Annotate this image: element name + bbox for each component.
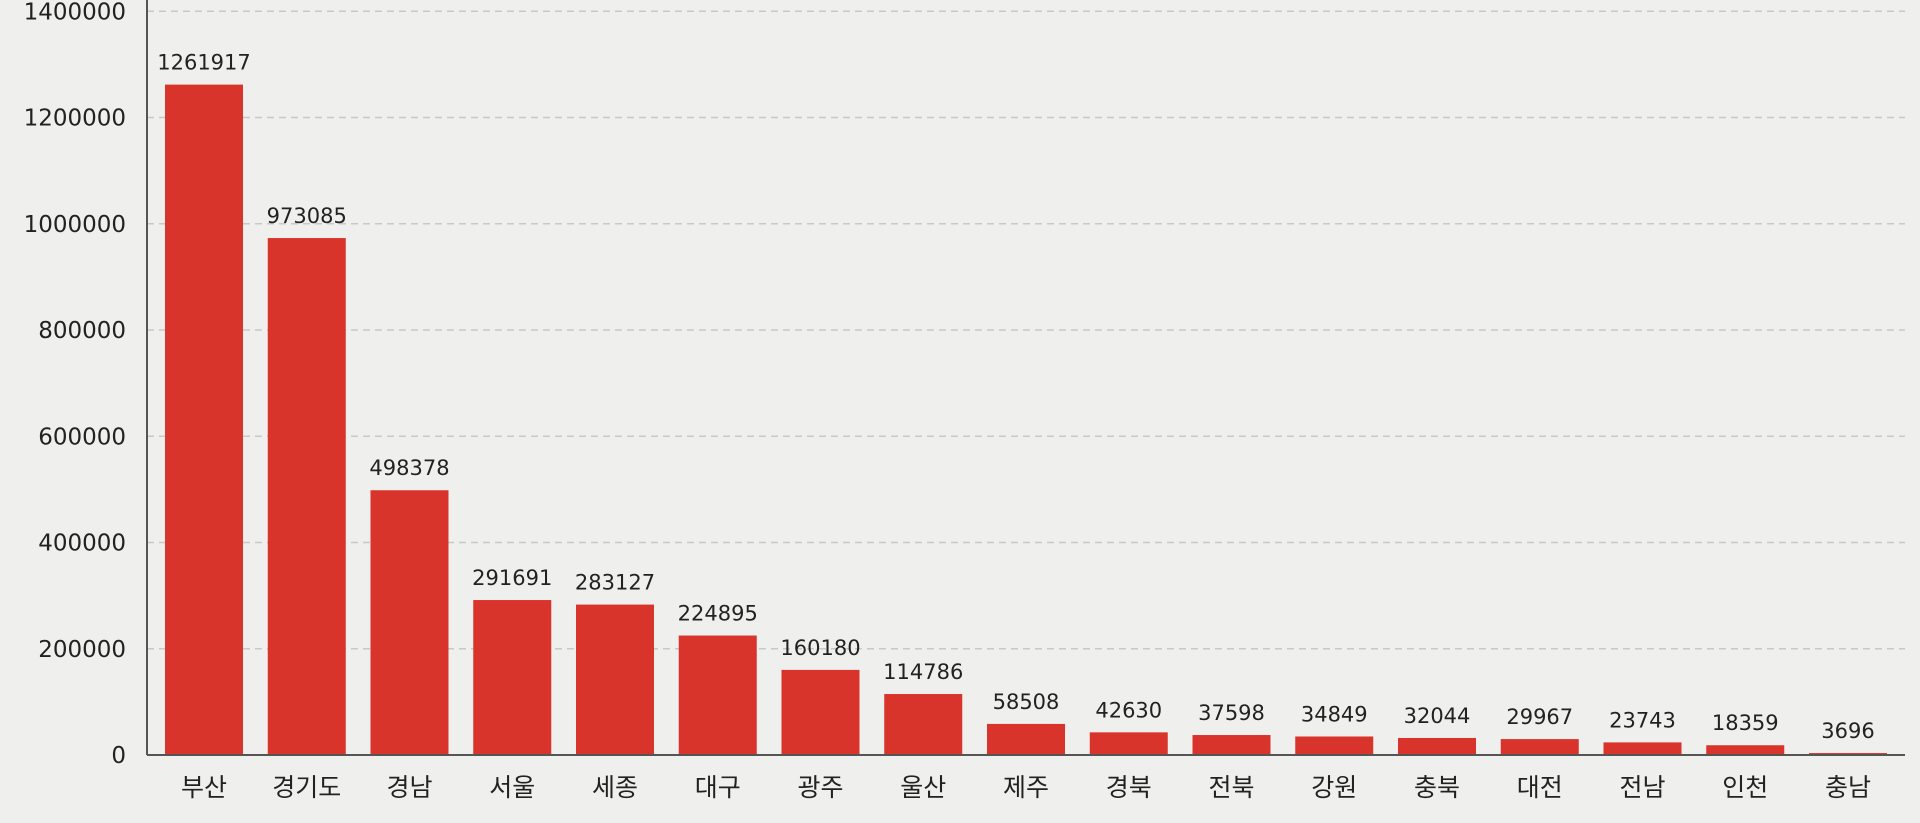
data-label: 32044 [1404,704,1471,728]
data-label: 37598 [1198,701,1265,725]
data-label: 224895 [678,602,758,626]
y-tick-label: 200000 [38,637,126,663]
bar-부산 [165,84,243,756]
y-tick-label: 1400000 [24,0,126,25]
x-tick-label: 대구 [695,773,741,802]
data-label: 160180 [780,636,860,660]
data-label: 114786 [883,660,963,684]
bar-광주 [781,669,860,755]
bar-울산 [884,694,963,755]
x-tick-label: 경남 [386,773,432,802]
bar-경북 [1089,732,1168,755]
bar-경기도 [267,238,346,756]
bars [165,84,1887,756]
bar-서울 [473,600,552,755]
data-label: 973085 [267,204,347,228]
x-tick-label: 제주 [1003,773,1049,802]
data-label: 498378 [369,456,449,480]
data-label: 29967 [1506,705,1573,729]
y-axis-ticks: 0 200000 400000 600000 800000 1000000 1200000 1… [24,0,126,769]
data-label: 23743 [1609,708,1676,732]
bar-대구 [678,635,757,755]
x-tick-label: 서울 [489,773,535,802]
y-tick-label: 400000 [38,531,126,557]
x-tick-label: 경기도 [272,773,341,802]
x-tick-label: 세종 [592,773,638,802]
data-label: 18359 [1712,711,1779,735]
bar-세종 [576,604,654,755]
x-tick-label: 울산 [900,773,946,802]
axes [146,0,1905,756]
bar-전북 [1192,735,1271,755]
bar-전남 [1603,742,1682,755]
y-tick-label: 1000000 [24,212,126,238]
data-label: 291691 [472,566,552,590]
bar-경남 [370,490,449,755]
x-tick-label: 충북 [1414,773,1460,802]
bar-강원 [1295,736,1374,755]
x-tick-label: 전북 [1208,773,1254,802]
y-tick-label: 0 [111,743,126,769]
data-label: 3696 [1821,719,1874,743]
data-labels: 1261917 973085 498378 291691 283127 224895 160… [157,51,1874,743]
y-tick-label: 600000 [38,424,126,450]
bar-인천 [1706,745,1785,755]
y-tick-label: 1200000 [24,106,126,132]
x-tick-label: 강원 [1311,773,1357,802]
bar-제주 [987,723,1065,755]
y-tick-label: 800000 [38,318,126,344]
x-tick-label: 충남 [1825,773,1871,802]
x-tick-label: 전남 [1619,773,1665,802]
x-tick-label: 광주 [797,773,843,802]
x-tick-label: 인천 [1722,773,1768,802]
x-tick-label: 대전 [1517,773,1563,802]
x-axis-ticks: 부산 경기도 경남 서울 세종 대구 광주 울산 제주 경북 전북 강원 충북 대전 전남 인천 충남 [181,773,1871,802]
bar-대전 [1500,739,1579,755]
data-label: 58508 [993,690,1060,714]
data-label: 1261917 [157,51,251,75]
data-label: 283127 [575,571,655,595]
data-label: 42630 [1095,698,1162,722]
bar-충북 [1398,737,1476,755]
x-tick-label: 부산 [181,773,227,802]
data-label: 34849 [1301,702,1368,726]
x-tick-label: 경북 [1106,773,1152,802]
